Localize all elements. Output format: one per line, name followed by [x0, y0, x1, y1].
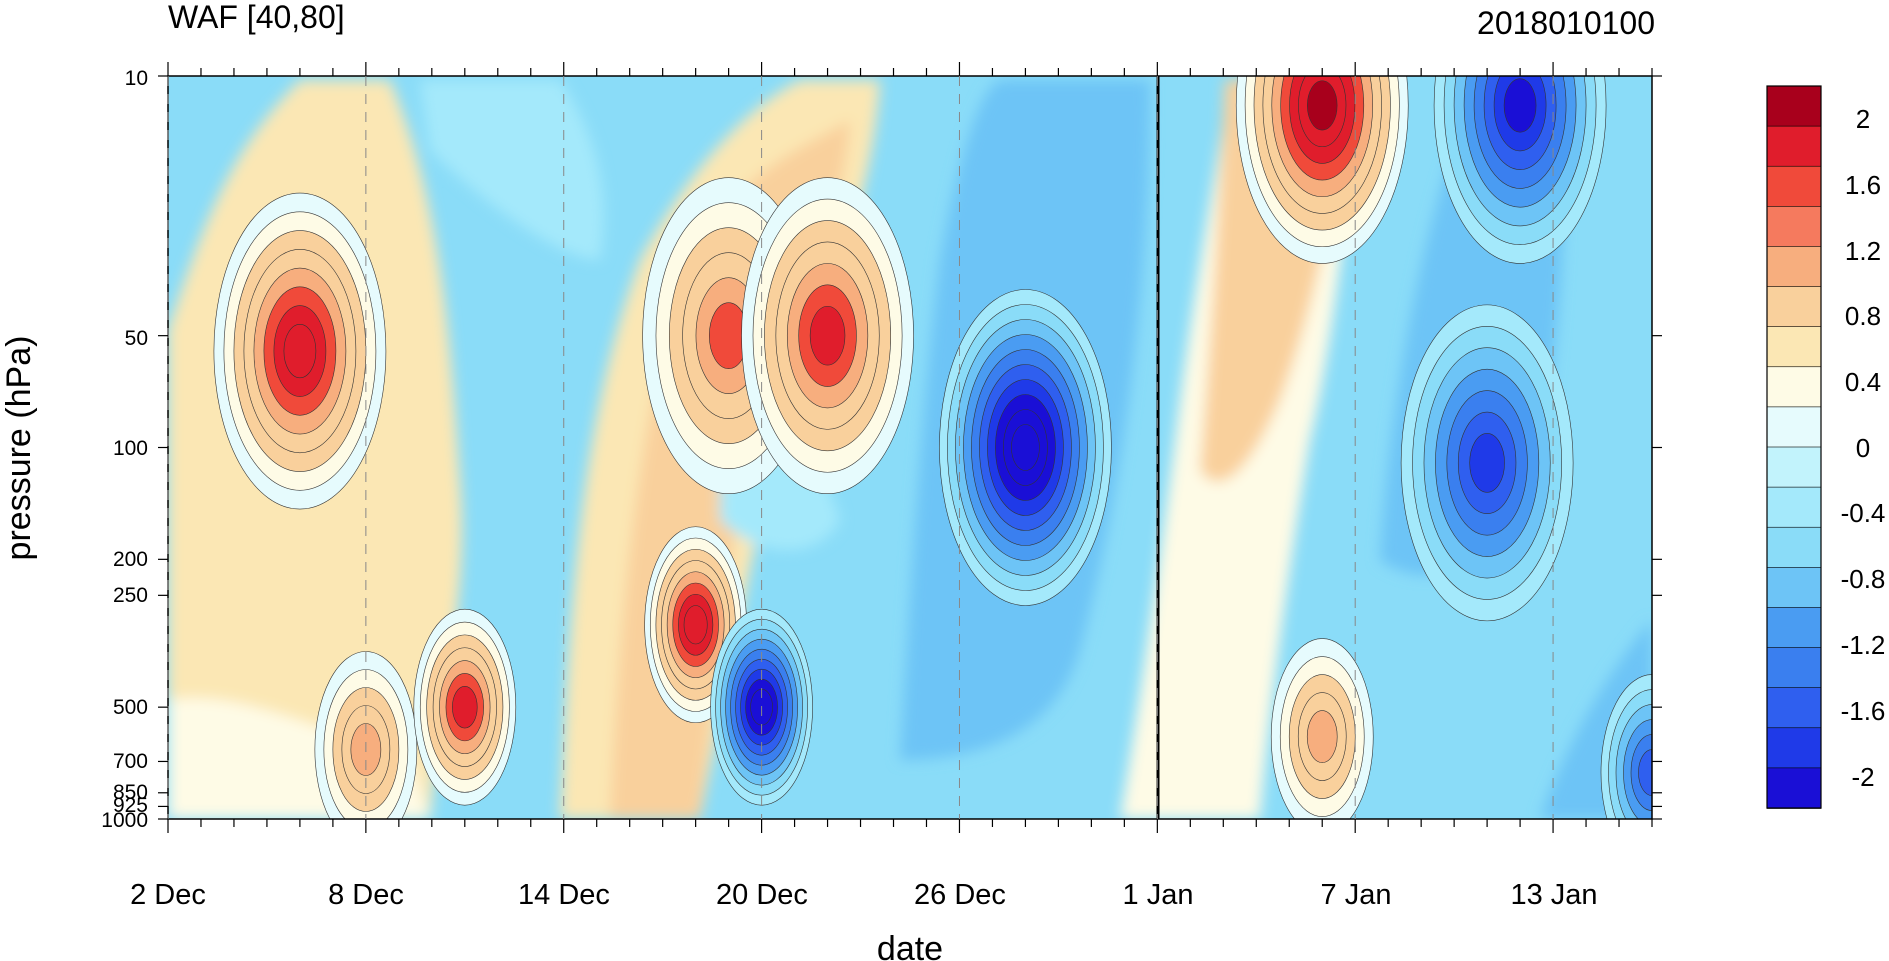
y-tick-label: 50: [125, 327, 148, 350]
colorbar-label: -0.8: [1841, 564, 1886, 594]
x-tick-label: 2 Dec: [130, 879, 206, 911]
colorbar: 2 1.6 1.2 0.8 0.4 0 -0.4 -0.8 -1.2 -1.6 …: [1766, 85, 1886, 809]
colorbar-swatch: [1766, 607, 1822, 649]
y-tick-label: 10: [125, 67, 148, 90]
colorbar-swatch: [1766, 85, 1822, 127]
contour-level: [1469, 433, 1505, 493]
y-tick-label: 925: [113, 794, 148, 817]
contour-level: [1638, 749, 1652, 796]
contour-level: [283, 323, 317, 379]
colorbar-labels: 2 1.6 1.2 0.8 0.4 0 -0.4 -0.8 -1.2 -1.6 …: [1841, 104, 1886, 792]
colorbar-swatch: [1766, 246, 1822, 288]
colorbar-swatch: [1766, 286, 1822, 328]
colorbar-swatch: [1766, 486, 1822, 529]
colorbar-label: -2: [1851, 762, 1874, 792]
colorbar-swatch: [1766, 165, 1822, 208]
chart-title: WAF [40,80]: [168, 0, 345, 35]
contour-level: [1307, 80, 1338, 131]
y-tick-label: 250: [113, 584, 148, 607]
y-tick-label: 850: [113, 781, 148, 804]
colorbar-swatch: [1766, 727, 1822, 769]
colorbar-swatch: [1766, 767, 1822, 809]
x-tick-label: 26 Dec: [914, 879, 1006, 911]
contour-level: [1306, 710, 1338, 763]
y-axis-label: pressure (hPa): [0, 336, 38, 561]
y-tick-label: 200: [113, 548, 148, 571]
y-axis-tick-labels: 10 50 100 200 250 500 700 850 925 1000: [101, 67, 148, 832]
colorbar-swatch: [1766, 567, 1822, 609]
colorbar-label: 2: [1856, 104, 1870, 134]
colorbar-label: -1.6: [1841, 696, 1886, 726]
contour-level: [1011, 424, 1040, 471]
colorbar-swatch: [1766, 526, 1822, 569]
colorbar-label: -0.4: [1841, 498, 1886, 528]
heatmap-field: [168, 76, 1652, 819]
contour-level: [452, 686, 478, 729]
y-tick-label: 500: [113, 696, 148, 719]
x-axis-label: date: [877, 930, 943, 961]
y-tick-label: 1000: [101, 809, 148, 832]
x-tick-label: 13 Jan: [1510, 879, 1597, 911]
colorbar-swatch: [1766, 406, 1822, 448]
x-tick-label: 1 Jan: [1123, 879, 1194, 911]
colorbar-swatch: [1766, 366, 1822, 408]
x-tick-label: 8 Dec: [328, 879, 404, 911]
contour-level: [1503, 78, 1537, 133]
colorbar-label: -1.2: [1841, 630, 1886, 660]
colorbar-label: 1.2: [1845, 236, 1881, 266]
colorbar-swatch: [1766, 125, 1822, 168]
contour-level: [683, 605, 708, 645]
x-tick-label: 20 Dec: [716, 879, 808, 911]
colorbar-label: 1.6: [1845, 170, 1881, 200]
colorbar-label: 0: [1856, 433, 1870, 463]
colorbar-swatch: [1766, 326, 1822, 368]
x-gridlines: [167, 76, 1554, 819]
colorbar-swatch: [1766, 647, 1822, 689]
y-tick-label: 100: [113, 437, 148, 460]
colorbar-swatch: [1766, 446, 1822, 488]
colorbar-swatch: [1766, 206, 1822, 248]
contour-level: [809, 305, 846, 366]
chart-timestamp: 2018010100: [1477, 5, 1655, 41]
y-tick-label: 700: [113, 750, 148, 773]
colorbar-label: 0.4: [1845, 367, 1881, 397]
x-axis-tick-labels: 2 Dec 8 Dec 14 Dec 20 Dec 26 Dec 1 Jan 7…: [130, 879, 1597, 911]
colorbar-label: 0.8: [1845, 301, 1881, 331]
x-tick-label: 14 Dec: [518, 879, 610, 911]
colorbar-frame: [1766, 85, 1822, 809]
colorbar-swatch: [1766, 687, 1822, 729]
heatmap-features: [213, 76, 1652, 819]
axis-ticks: [158, 62, 1662, 833]
x-tick-label: 7 Jan: [1321, 879, 1392, 911]
colorbar-swatches: [1766, 85, 1822, 809]
